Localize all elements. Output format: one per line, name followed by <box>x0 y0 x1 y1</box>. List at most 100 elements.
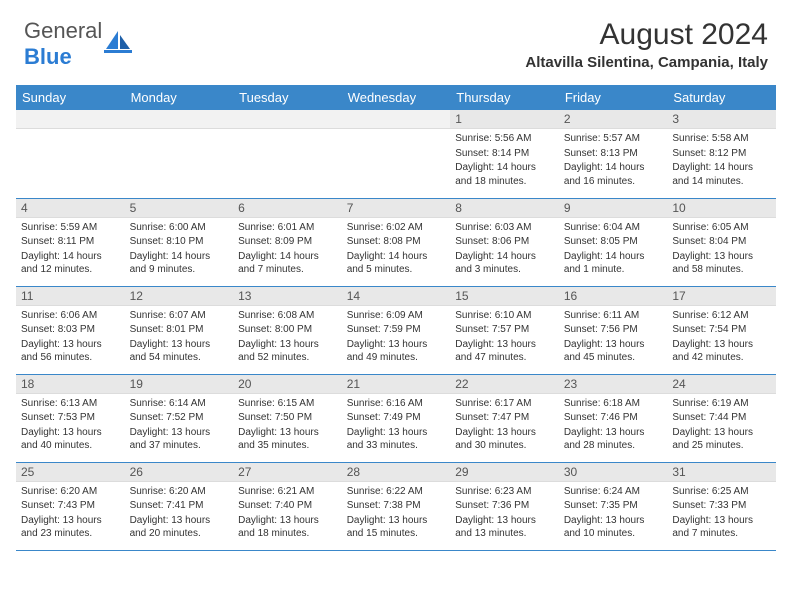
daylight-line: Daylight: 14 hours and 12 minutes. <box>21 250 120 277</box>
calendar-day-cell: 9Sunrise: 6:04 AMSunset: 8:05 PMDaylight… <box>559 198 668 286</box>
day-details: Sunrise: 6:14 AMSunset: 7:52 PMDaylight:… <box>125 394 234 458</box>
sunset-line: Sunset: 7:35 PM <box>564 499 663 513</box>
calendar-day-cell: 23Sunrise: 6:18 AMSunset: 7:46 PMDayligh… <box>559 374 668 462</box>
daylight-line: Daylight: 14 hours and 18 minutes. <box>455 161 554 188</box>
calendar-day-cell: 31Sunrise: 6:25 AMSunset: 7:33 PMDayligh… <box>667 462 776 550</box>
sunset-line: Sunset: 7:54 PM <box>672 323 771 337</box>
calendar-day-cell: 6Sunrise: 6:01 AMSunset: 8:09 PMDaylight… <box>233 198 342 286</box>
sunrise-line: Sunrise: 6:13 AM <box>21 397 120 411</box>
logo-sail-icon <box>104 29 134 60</box>
day-number: 2 <box>559 110 668 129</box>
sunset-line: Sunset: 7:46 PM <box>564 411 663 425</box>
sunset-line: Sunset: 8:09 PM <box>238 235 337 249</box>
day-number: 7 <box>342 199 451 218</box>
sunset-line: Sunset: 8:13 PM <box>564 147 663 161</box>
logo: General Blue <box>24 18 134 70</box>
day-header: Thursday <box>450 85 559 110</box>
day-details: Sunrise: 5:59 AMSunset: 8:11 PMDaylight:… <box>16 218 125 282</box>
calendar-day-cell <box>342 110 451 198</box>
daylight-line: Daylight: 14 hours and 3 minutes. <box>455 250 554 277</box>
day-details: Sunrise: 6:20 AMSunset: 7:43 PMDaylight:… <box>16 482 125 546</box>
day-details: Sunrise: 6:04 AMSunset: 8:05 PMDaylight:… <box>559 218 668 282</box>
calendar-day-cell: 3Sunrise: 5:58 AMSunset: 8:12 PMDaylight… <box>667 110 776 198</box>
page-subtitle: Altavilla Silentina, Campania, Italy <box>525 54 768 71</box>
day-details: Sunrise: 6:21 AMSunset: 7:40 PMDaylight:… <box>233 482 342 546</box>
day-details: Sunrise: 6:25 AMSunset: 7:33 PMDaylight:… <box>667 482 776 546</box>
day-details: Sunrise: 6:05 AMSunset: 8:04 PMDaylight:… <box>667 218 776 282</box>
calendar-day-cell: 15Sunrise: 6:10 AMSunset: 7:57 PMDayligh… <box>450 286 559 374</box>
sunset-line: Sunset: 8:03 PM <box>21 323 120 337</box>
sunset-line: Sunset: 8:08 PM <box>347 235 446 249</box>
calendar-day-cell: 25Sunrise: 6:20 AMSunset: 7:43 PMDayligh… <box>16 462 125 550</box>
day-number: 12 <box>125 287 234 306</box>
sunset-line: Sunset: 7:57 PM <box>455 323 554 337</box>
day-number: 15 <box>450 287 559 306</box>
day-details: Sunrise: 6:17 AMSunset: 7:47 PMDaylight:… <box>450 394 559 458</box>
daylight-line: Daylight: 14 hours and 5 minutes. <box>347 250 446 277</box>
day-details: Sunrise: 6:23 AMSunset: 7:36 PMDaylight:… <box>450 482 559 546</box>
day-number: 31 <box>667 463 776 482</box>
sunrise-line: Sunrise: 6:10 AM <box>455 309 554 323</box>
day-details: Sunrise: 6:20 AMSunset: 7:41 PMDaylight:… <box>125 482 234 546</box>
calendar-head: SundayMondayTuesdayWednesdayThursdayFrid… <box>16 85 776 110</box>
sunrise-line: Sunrise: 6:19 AM <box>672 397 771 411</box>
day-details: Sunrise: 6:01 AMSunset: 8:09 PMDaylight:… <box>233 218 342 282</box>
day-number: 26 <box>125 463 234 482</box>
calendar-day-cell: 22Sunrise: 6:17 AMSunset: 7:47 PMDayligh… <box>450 374 559 462</box>
sunrise-line: Sunrise: 6:12 AM <box>672 309 771 323</box>
calendar-week-row: 25Sunrise: 6:20 AMSunset: 7:43 PMDayligh… <box>16 462 776 550</box>
daylight-line: Daylight: 13 hours and 15 minutes. <box>347 514 446 541</box>
daylight-line: Daylight: 13 hours and 54 minutes. <box>130 338 229 365</box>
calendar-day-cell: 19Sunrise: 6:14 AMSunset: 7:52 PMDayligh… <box>125 374 234 462</box>
daylight-line: Daylight: 13 hours and 23 minutes. <box>21 514 120 541</box>
daylight-line: Daylight: 13 hours and 13 minutes. <box>455 514 554 541</box>
daylight-line: Daylight: 13 hours and 10 minutes. <box>564 514 663 541</box>
sunrise-line: Sunrise: 5:58 AM <box>672 132 771 146</box>
calendar-day-cell: 1Sunrise: 5:56 AMSunset: 8:14 PMDaylight… <box>450 110 559 198</box>
day-details: Sunrise: 6:12 AMSunset: 7:54 PMDaylight:… <box>667 306 776 370</box>
sunset-line: Sunset: 7:59 PM <box>347 323 446 337</box>
sunrise-line: Sunrise: 6:01 AM <box>238 221 337 235</box>
day-number: 5 <box>125 199 234 218</box>
logo-text-1: General <box>24 18 102 43</box>
sunset-line: Sunset: 8:01 PM <box>130 323 229 337</box>
day-details: Sunrise: 6:07 AMSunset: 8:01 PMDaylight:… <box>125 306 234 370</box>
sunset-line: Sunset: 7:40 PM <box>238 499 337 513</box>
calendar-day-cell <box>16 110 125 198</box>
daylight-line: Daylight: 14 hours and 16 minutes. <box>564 161 663 188</box>
sunrise-line: Sunrise: 6:06 AM <box>21 309 120 323</box>
calendar-day-cell: 16Sunrise: 6:11 AMSunset: 7:56 PMDayligh… <box>559 286 668 374</box>
sunrise-line: Sunrise: 6:09 AM <box>347 309 446 323</box>
day-number: 3 <box>667 110 776 129</box>
day-header: Tuesday <box>233 85 342 110</box>
day-number: 21 <box>342 375 451 394</box>
day-number: 1 <box>450 110 559 129</box>
day-number: 20 <box>233 375 342 394</box>
day-number: 10 <box>667 199 776 218</box>
day-number: 25 <box>16 463 125 482</box>
calendar-day-cell: 24Sunrise: 6:19 AMSunset: 7:44 PMDayligh… <box>667 374 776 462</box>
day-details: Sunrise: 6:06 AMSunset: 8:03 PMDaylight:… <box>16 306 125 370</box>
daylight-line: Daylight: 14 hours and 9 minutes. <box>130 250 229 277</box>
sunrise-line: Sunrise: 6:14 AM <box>130 397 229 411</box>
daylight-line: Daylight: 13 hours and 20 minutes. <box>130 514 229 541</box>
sunset-line: Sunset: 8:11 PM <box>21 235 120 249</box>
day-number: 8 <box>450 199 559 218</box>
calendar-week-row: 11Sunrise: 6:06 AMSunset: 8:03 PMDayligh… <box>16 286 776 374</box>
day-details: Sunrise: 6:11 AMSunset: 7:56 PMDaylight:… <box>559 306 668 370</box>
day-number: 24 <box>667 375 776 394</box>
calendar-day-cell: 11Sunrise: 6:06 AMSunset: 8:03 PMDayligh… <box>16 286 125 374</box>
sunrise-line: Sunrise: 5:57 AM <box>564 132 663 146</box>
sunrise-line: Sunrise: 6:00 AM <box>130 221 229 235</box>
sunrise-line: Sunrise: 6:23 AM <box>455 485 554 499</box>
calendar-body: 1Sunrise: 5:56 AMSunset: 8:14 PMDaylight… <box>16 110 776 550</box>
calendar-week-row: 18Sunrise: 6:13 AMSunset: 7:53 PMDayligh… <box>16 374 776 462</box>
calendar-day-cell <box>125 110 234 198</box>
calendar-day-cell: 13Sunrise: 6:08 AMSunset: 8:00 PMDayligh… <box>233 286 342 374</box>
sunrise-line: Sunrise: 6:05 AM <box>672 221 771 235</box>
sunrise-line: Sunrise: 6:22 AM <box>347 485 446 499</box>
calendar-table: SundayMondayTuesdayWednesdayThursdayFrid… <box>16 85 776 551</box>
daylight-line: Daylight: 13 hours and 56 minutes. <box>21 338 120 365</box>
calendar-day-cell: 12Sunrise: 6:07 AMSunset: 8:01 PMDayligh… <box>125 286 234 374</box>
day-number: 16 <box>559 287 668 306</box>
